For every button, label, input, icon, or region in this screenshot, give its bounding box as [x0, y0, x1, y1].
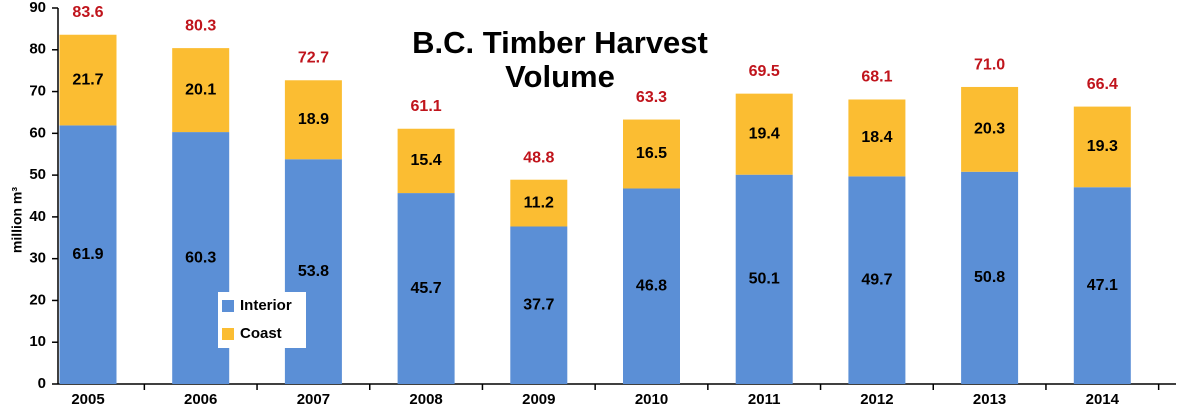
legend-label: Coast: [240, 325, 282, 342]
value-label: 18.4: [861, 129, 892, 146]
legend-swatch: [222, 328, 234, 340]
value-label: 18.9: [298, 111, 329, 128]
bar-segment: [961, 171, 1019, 384]
value-label: 19.4: [749, 125, 780, 142]
y-tick-label: 20: [29, 291, 46, 308]
y-tick-label: 30: [29, 250, 46, 267]
bar-segment: [623, 119, 680, 189]
x-tick-label: 2009: [522, 391, 555, 408]
value-label: 46.8: [636, 277, 667, 294]
bar-segment: [735, 174, 793, 384]
value-label: 21.7: [72, 71, 103, 88]
total-label: 66.4: [1087, 76, 1118, 93]
total-label: 83.6: [72, 4, 103, 21]
value-label: 15.4: [411, 152, 442, 169]
bar-segment: [1073, 187, 1131, 384]
value-label: 53.8: [298, 263, 329, 280]
y-tick-label: 70: [29, 83, 46, 100]
bar-segment: [284, 80, 342, 160]
x-tick-label: 2005: [71, 391, 104, 408]
bar-segment: [848, 99, 906, 177]
bar-segment: [848, 176, 906, 384]
y-tick-label: 80: [29, 41, 46, 58]
total-label: 71.0: [974, 57, 1005, 74]
value-label: 50.8: [974, 269, 1005, 286]
total-label: 68.1: [861, 69, 892, 86]
x-tick-label: 2012: [860, 391, 893, 408]
value-label: 49.7: [861, 271, 892, 288]
value-label: 61.9: [72, 246, 103, 263]
bar-segment: [961, 86, 1019, 172]
legend-swatch: [222, 300, 234, 312]
x-tick-label: 2014: [1086, 391, 1120, 408]
x-tick-label: 2008: [409, 391, 442, 408]
value-label: 11.2: [524, 194, 554, 211]
value-label: 37.7: [523, 296, 554, 313]
value-label: 60.3: [185, 249, 216, 266]
x-tick-label: 2010: [635, 391, 668, 408]
y-axis-label: million m³: [9, 187, 25, 253]
total-label: 61.1: [411, 98, 442, 115]
bar-segment: [172, 48, 230, 133]
bar-segment: [397, 193, 455, 384]
value-label: 16.5: [636, 145, 667, 162]
value-label: 19.3: [1087, 138, 1118, 155]
bar-segment: [1073, 106, 1131, 188]
x-tick-label: 2013: [973, 391, 1006, 408]
bar-segment: [59, 34, 117, 126]
y-tick-label: 40: [29, 208, 46, 225]
total-label: 72.7: [298, 49, 329, 66]
chart-title: B.C. Timber Harvest Volume: [412, 25, 708, 94]
total-label: 69.5: [749, 63, 780, 80]
total-label: 80.3: [185, 18, 216, 35]
bar-segment: [735, 93, 793, 175]
bar-segment: [510, 226, 568, 384]
total-label: 48.8: [523, 149, 554, 166]
value-label: 20.1: [185, 81, 216, 98]
x-tick-label: 2011: [748, 391, 781, 408]
value-label: 47.1: [1087, 277, 1118, 294]
x-tick-label: 2007: [297, 391, 330, 408]
value-label: 45.7: [411, 280, 442, 297]
value-label: 50.1: [749, 271, 780, 288]
x-tick-label: 2006: [184, 391, 217, 408]
total-label: 63.3: [636, 89, 667, 106]
y-tick-label: 0: [38, 375, 46, 392]
legend-label: Interior: [240, 297, 292, 314]
bar-segment: [59, 125, 117, 384]
y-tick-label: 10: [29, 333, 46, 350]
y-tick-label: 60: [29, 124, 46, 141]
bar-segment: [397, 128, 455, 194]
value-label: 20.3: [974, 121, 1005, 138]
bar-segment: [510, 179, 568, 227]
y-tick-label: 50: [29, 166, 46, 183]
bar-segment: [623, 188, 680, 384]
y-tick-label: 90: [29, 0, 46, 16]
